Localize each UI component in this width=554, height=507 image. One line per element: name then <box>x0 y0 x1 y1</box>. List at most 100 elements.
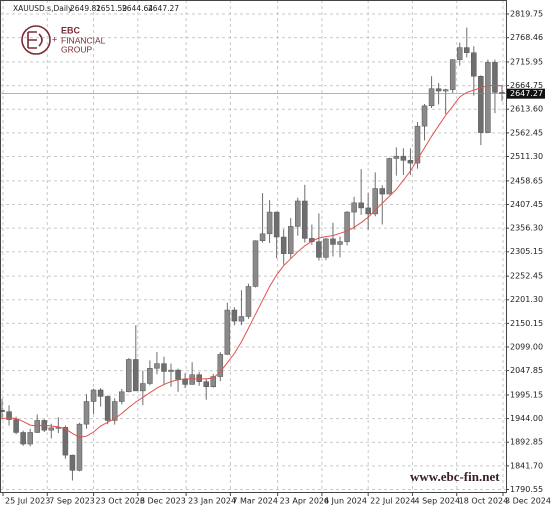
candle-body <box>6 411 12 420</box>
candle-body <box>266 211 273 235</box>
candle-body <box>449 59 456 90</box>
candle-body <box>133 359 139 392</box>
candle-body <box>0 410 5 412</box>
y-tick-label: 1841.70 <box>510 461 543 470</box>
candle-body <box>238 316 245 322</box>
candle-body <box>492 62 498 93</box>
x-tick-label: 23 Apr 2024 <box>280 497 329 506</box>
website: www.ebc-fin.net <box>410 469 500 484</box>
y-tick-label: 2613.60 <box>510 105 543 114</box>
candle-body <box>104 396 111 421</box>
y-tick-label: 2356.30 <box>510 224 543 233</box>
candle-body <box>302 200 308 239</box>
plot-frame <box>0 0 507 493</box>
y-tick-label: 2252.45 <box>510 272 543 281</box>
y-tick-label: 1995.15 <box>510 390 543 399</box>
x-tick-label: 23 Jan 2024 <box>188 497 236 506</box>
candle-body <box>189 374 195 385</box>
x-tick-label: 7 Sep 2023 <box>49 497 95 506</box>
candle-body <box>210 376 217 387</box>
candle-body <box>83 401 90 425</box>
candle-body <box>379 188 386 195</box>
candle-body <box>20 432 26 445</box>
y-tick-label: 1892.85 <box>510 438 543 447</box>
candle-body <box>217 354 224 377</box>
candle-body <box>428 88 435 107</box>
y-tick-label: 1790.55 <box>510 485 543 494</box>
candle-body <box>161 363 167 372</box>
candle-body <box>90 389 97 402</box>
candle-body <box>154 363 160 369</box>
brand-name: EBC <box>61 25 81 35</box>
high-value: 2651.59 <box>96 4 127 13</box>
candle-body <box>372 188 378 215</box>
x-tick-label: 23 Oct 2023 <box>96 497 145 506</box>
candle-body <box>69 454 76 471</box>
candle-body <box>182 379 188 385</box>
x-tick-label: 3 Dec 2024 <box>505 497 551 506</box>
candle-body <box>126 359 132 393</box>
candle-body <box>111 401 118 421</box>
moving-average <box>1 85 503 438</box>
brand-line: GROUP <box>61 44 93 54</box>
candle-body <box>280 236 287 254</box>
candle-body <box>259 233 266 241</box>
x-tick-label: 7 Mar 2024 <box>232 497 278 506</box>
candle-body <box>351 202 357 213</box>
y-tick-label: 2150.15 <box>510 319 543 328</box>
candle-body <box>464 47 470 53</box>
plot <box>0 27 505 481</box>
candle-body <box>224 309 231 355</box>
candle-body <box>316 241 322 258</box>
candle-body <box>118 391 125 402</box>
logo: + EBC FINANCIAL GROUP <box>21 25 106 55</box>
candle-body <box>330 238 336 245</box>
y-tick-label: 2458.65 <box>510 176 543 185</box>
x-tick-label: 4 Sep 2024 <box>414 497 460 506</box>
candle-body <box>273 211 280 238</box>
candle-body <box>421 105 428 127</box>
candle-body <box>203 381 209 387</box>
candle-body <box>365 207 371 215</box>
candle-body <box>323 238 329 258</box>
candle-body <box>27 432 33 445</box>
candle-body <box>435 88 442 92</box>
candle-body <box>471 52 477 77</box>
y-tick-label: 2819.75 <box>510 9 543 18</box>
logo-ring <box>21 25 51 55</box>
candle-body <box>245 286 252 317</box>
price-tag-label: 2647.27 <box>510 89 543 98</box>
candle-body <box>76 423 83 471</box>
candle-body <box>48 427 55 431</box>
x-tick-label: 18 Oct 2024 <box>459 497 508 506</box>
candle-body <box>478 75 484 133</box>
candle-body <box>175 369 181 380</box>
candle-body <box>140 383 146 392</box>
candle-body <box>393 155 400 159</box>
candle-body <box>407 160 414 164</box>
y-tick-label: 2562.45 <box>510 128 543 137</box>
candle-body <box>196 374 202 382</box>
symbol: XAUUSD.s,Daily <box>13 4 73 13</box>
y-tick-label: 2305.15 <box>510 247 543 256</box>
candle-body <box>485 62 491 133</box>
candle-body <box>231 309 238 322</box>
candle-body <box>442 89 449 92</box>
y-tick-label: 2715.95 <box>510 57 543 66</box>
candle-body <box>13 419 19 433</box>
x-tick-label: 6 Jun 2024 <box>324 497 367 506</box>
y-tick-label: 1944.00 <box>510 414 543 423</box>
candle-body <box>400 155 407 161</box>
candle-body <box>252 240 259 287</box>
price-tag <box>507 88 545 99</box>
candle-body <box>386 158 393 195</box>
open-value: 2649.81 <box>70 4 101 13</box>
candle-body <box>414 125 421 164</box>
y-tick-label: 2407.45 <box>510 200 543 209</box>
candle-body <box>62 427 69 456</box>
close-value: 2647.27 <box>148 4 179 13</box>
x-tick-label: 25 Jul 2023 <box>5 497 50 506</box>
candle-body <box>295 200 301 227</box>
y-tick-label: 2768.46 <box>510 33 543 42</box>
